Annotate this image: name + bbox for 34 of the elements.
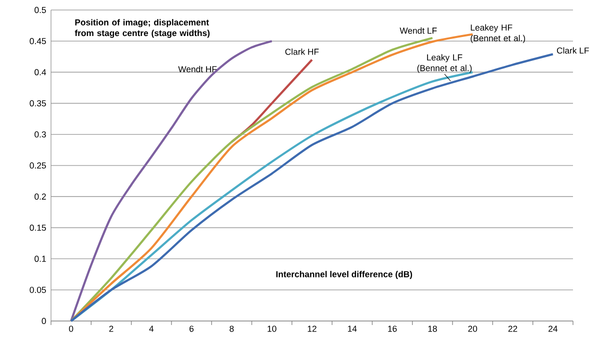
x-tick-label: 14 (348, 326, 357, 332)
x-tick-label: 20 (468, 326, 478, 332)
x-tick-label: 22 (508, 326, 518, 332)
y-tick-label: 0.25 (30, 162, 46, 169)
y-tick-label: 0.4 (34, 69, 46, 76)
series-label: Clark HF (285, 48, 319, 55)
series-label: Leaky LF (Bennet et al.) (417, 54, 472, 73)
y-tick-label: 0.05 (30, 286, 46, 293)
line-series (70, 53, 554, 322)
y-tick-label: 0.35 (30, 100, 46, 106)
series-label: Clark LF (556, 47, 589, 54)
y-tick-label: 0.15 (30, 224, 46, 231)
y-axis-title: Position of image; displacement from stage centre (stage widths) (74, 19, 210, 38)
series-label: Leakey HF (Bennet et al.) (470, 24, 526, 44)
x-tick-label: 4 (149, 326, 154, 332)
y-tick-label: 0.2 (34, 194, 46, 200)
x-tick-label: 6 (190, 326, 194, 332)
series-label: Wendt HF (178, 66, 217, 72)
x-tick-label: 16 (388, 326, 397, 332)
x-tick-label: 2 (109, 326, 114, 332)
y-tick-label: 0.1 (34, 256, 46, 262)
x-tick-label: 8 (230, 326, 234, 332)
y-tick-label: 0.5 (34, 6, 46, 14)
x-tick-label: 18 (428, 326, 437, 332)
x-tick-label: 0 (69, 326, 74, 332)
x-tick-label: 24 (548, 326, 558, 332)
y-tick-label: 0.45 (30, 38, 46, 44)
x-tick-label: 12 (308, 326, 316, 332)
series-label: Wendt LF (400, 27, 437, 34)
x-axis-title: Interchannel level difference (dB) (276, 270, 412, 279)
line-series (70, 40, 273, 322)
y-tick-label: 0 (42, 318, 46, 324)
y-tick-label: 0.3 (34, 131, 46, 138)
x-tick-label: 10 (268, 326, 276, 332)
